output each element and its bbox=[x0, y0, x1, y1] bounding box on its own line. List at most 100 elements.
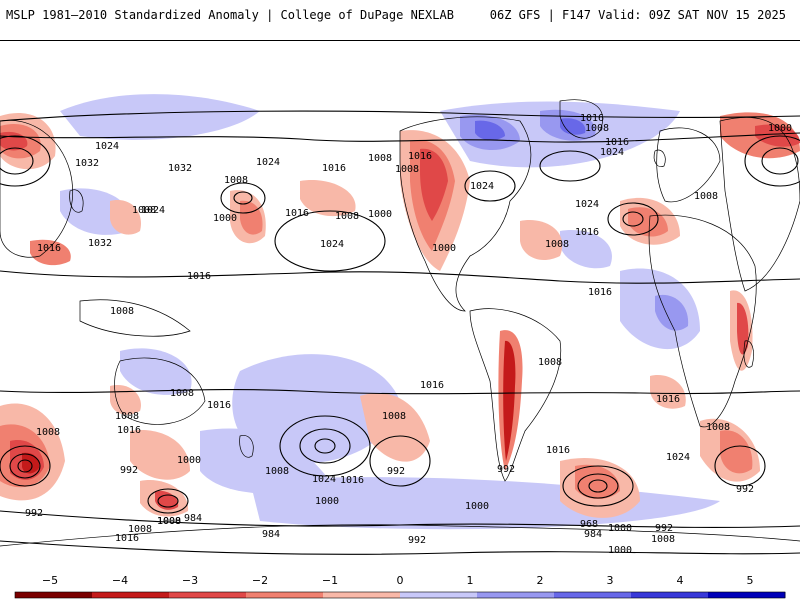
negative-anomaly bbox=[110, 385, 141, 415]
isobar-label: 992 bbox=[736, 484, 754, 495]
colorbar-tick-label: 5 bbox=[747, 574, 754, 587]
isobar-label: 992 bbox=[25, 508, 43, 519]
positive-anomaly bbox=[560, 230, 612, 269]
isobar-label: 1016 bbox=[115, 533, 139, 544]
isobar-label: 1016 bbox=[285, 208, 309, 219]
isobar-label: 1008 bbox=[36, 427, 60, 438]
isobar-high bbox=[539, 150, 601, 182]
isobar-low bbox=[577, 473, 619, 499]
isobar-label: 1008 bbox=[545, 239, 569, 250]
isobar-low bbox=[0, 147, 34, 175]
isobar-high bbox=[274, 210, 386, 272]
isobar-label: 1008 bbox=[382, 411, 406, 422]
isobar-label: 1000 bbox=[368, 209, 392, 220]
isobar-label: 1000 bbox=[465, 501, 489, 512]
isobar-label: 984 bbox=[262, 529, 280, 540]
new-zealand-coast bbox=[239, 435, 254, 458]
greenland-coast bbox=[559, 99, 603, 139]
isobar-label: 1024 bbox=[141, 205, 165, 216]
isobar-label: 1032 bbox=[75, 158, 99, 169]
isobar-label: 1024 bbox=[666, 452, 690, 463]
isobar-high bbox=[279, 415, 371, 477]
isobar-label: 1008 bbox=[157, 516, 181, 527]
isobar-label: 1008 bbox=[110, 306, 134, 317]
isobar-label: 1000 bbox=[315, 496, 339, 507]
isobar-label: 1000 bbox=[768, 123, 792, 134]
positive-anomaly bbox=[560, 118, 586, 135]
isobar-low bbox=[0, 445, 51, 487]
isobar-label: 1024 bbox=[600, 147, 624, 158]
isobar-label: 1016 bbox=[322, 163, 346, 174]
isobar-low bbox=[588, 479, 608, 493]
colorbar-tick-label: −3 bbox=[182, 574, 198, 587]
isobar-label: 992 bbox=[120, 465, 138, 476]
isobar-label: 1008 bbox=[585, 123, 609, 134]
colorbar-swatches bbox=[14, 591, 786, 599]
asia-east-coast bbox=[0, 119, 74, 258]
isobar-label: 1032 bbox=[88, 238, 112, 249]
isobar-label: 1016 bbox=[605, 137, 629, 148]
positive-anomaly bbox=[120, 348, 192, 395]
negative-anomaly bbox=[110, 200, 141, 235]
isobar-label: 1016 bbox=[207, 400, 231, 411]
isobar-low bbox=[157, 494, 179, 508]
run-info: 06Z GFS | F147 Valid: 09Z SAT NOV 15 202… bbox=[489, 8, 786, 22]
isobar-label: 1024 bbox=[95, 141, 119, 152]
isobar bbox=[0, 389, 800, 395]
isobar-label: 1000 bbox=[157, 516, 181, 527]
map-title: MSLP 1981–2010 Standardized Anomaly | Co… bbox=[6, 8, 454, 22]
isobar-low bbox=[0, 135, 51, 187]
isobar-label: 1008 bbox=[706, 422, 730, 433]
positive-anomaly bbox=[200, 428, 330, 494]
isobar-label-layer: 1016 1008 1016 1024 1000 1024 1032 1032 … bbox=[25, 113, 792, 556]
isobar-label: 1024 bbox=[575, 199, 599, 210]
negative-anomaly bbox=[720, 430, 753, 474]
negative-anomaly bbox=[30, 239, 71, 266]
isobar-label: 1024 bbox=[320, 239, 344, 250]
isobar-label: 1016 bbox=[408, 151, 432, 162]
isobar-label: 1000 bbox=[432, 243, 456, 254]
colorbar-segment bbox=[708, 592, 786, 598]
isobar-label: 1032 bbox=[168, 163, 192, 174]
isobar-label: 1016 bbox=[588, 287, 612, 298]
colorbar-tick-label: 2 bbox=[537, 574, 544, 587]
isobar-label: 1008 bbox=[694, 191, 718, 202]
negative-anomaly bbox=[650, 375, 686, 409]
isobar-low bbox=[622, 211, 644, 227]
positive-anomaly bbox=[475, 120, 505, 141]
colorbar-segment bbox=[15, 592, 93, 598]
isobar-low bbox=[9, 453, 41, 479]
isobar-high bbox=[299, 428, 351, 464]
title-bar: MSLP 1981–2010 Standardized Anomaly | Co… bbox=[0, 0, 800, 30]
colorbar-tick-label: 1 bbox=[467, 574, 474, 587]
isobar-label: 1024 bbox=[312, 474, 336, 485]
isobar-label: 992 bbox=[387, 466, 405, 477]
japan-coast bbox=[69, 189, 84, 213]
isobar-label: 1000 bbox=[213, 213, 237, 224]
positive-anomaly bbox=[60, 94, 260, 140]
colorbar-graphic: −5 −4 −3 −2 −1 0 1 2 3 4 5 bbox=[14, 574, 786, 599]
isobar-label: 1024 bbox=[256, 157, 280, 168]
isobar-label: 1008 bbox=[115, 411, 139, 422]
mslp-anomaly-map: 1016 1008 1016 1024 1000 1024 1032 1032 … bbox=[0, 41, 800, 559]
australia-coast bbox=[114, 357, 206, 425]
positive-anomaly bbox=[232, 354, 400, 464]
colorbar-segment bbox=[554, 592, 632, 598]
negative-anomaly bbox=[520, 220, 563, 261]
colorbar-segment bbox=[246, 592, 324, 598]
isobar-label: 1016 bbox=[187, 271, 211, 282]
negative-anomaly bbox=[130, 430, 190, 480]
isobar-label: 1016 bbox=[420, 380, 444, 391]
negative-anomaly bbox=[628, 207, 668, 237]
positive-anomaly bbox=[655, 294, 689, 331]
isobar bbox=[0, 510, 800, 528]
isobar-label: 1008 bbox=[132, 205, 156, 216]
isobar-label: 1016 bbox=[340, 475, 364, 486]
colorbar-tick-label: −1 bbox=[322, 574, 338, 587]
isobar-label: 1016 bbox=[546, 445, 570, 456]
isobar-label: 1008 bbox=[128, 524, 152, 535]
isobar-label: 1008 bbox=[395, 164, 419, 175]
isobar-label: 1000 bbox=[608, 523, 632, 534]
isobar-label: 1008 bbox=[538, 357, 562, 368]
colorbar-segment bbox=[169, 592, 247, 598]
